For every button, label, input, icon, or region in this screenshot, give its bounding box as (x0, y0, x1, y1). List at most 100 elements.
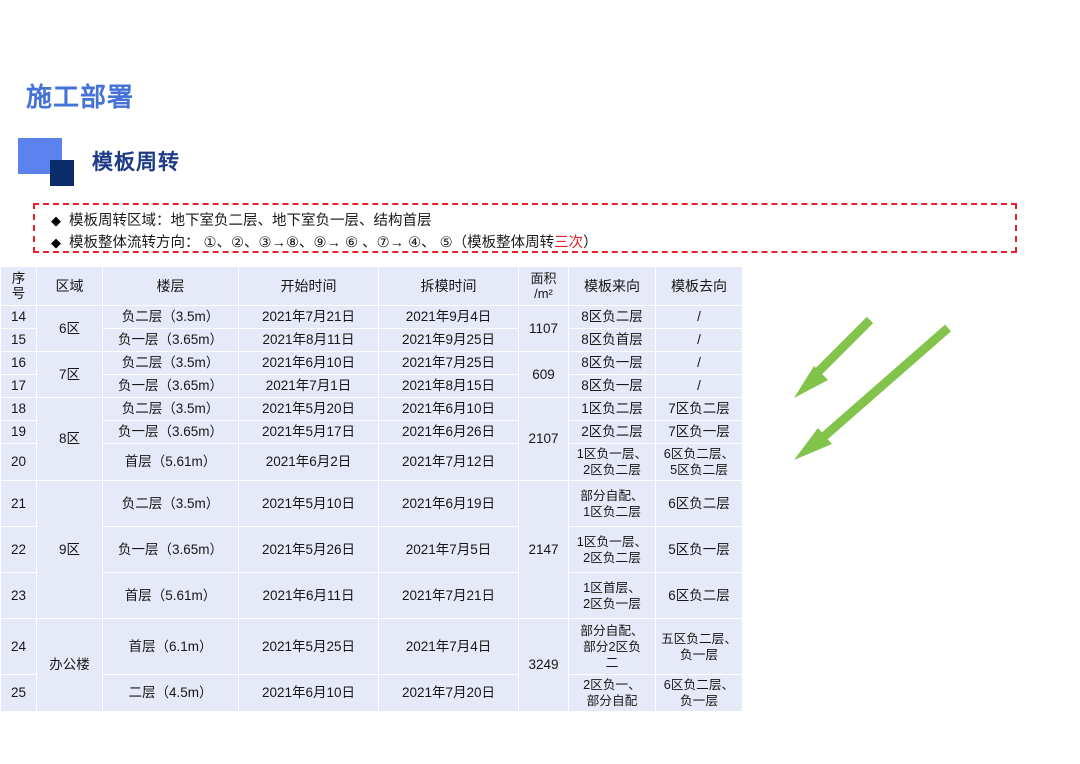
col-header-zone: 区域 (36, 266, 103, 306)
cell-to: / (655, 351, 743, 375)
cell-strip: 2021年6月10日 (378, 397, 519, 421)
cell-from: 1区负一层、 2区负二层 (568, 526, 656, 573)
cell-seq: 21 (0, 480, 37, 527)
col-header-seq: 序 号 (0, 266, 37, 306)
cell-from: 8区负一层 (568, 374, 656, 398)
cell-seq: 20 (0, 443, 37, 481)
cell-floor: 首层（6.1m） (102, 618, 239, 675)
cell-to: 7区负二层 (655, 397, 743, 421)
cell-area: 609 (518, 351, 569, 398)
cell-strip: 2021年8月15日 (378, 374, 519, 398)
cell-strip: 2021年7月20日 (378, 674, 519, 712)
cell-seq: 25 (0, 674, 37, 712)
cell-start: 2021年7月21日 (238, 305, 379, 329)
cell-strip: 2021年7月21日 (378, 572, 519, 619)
cell-floor: 首层（5.61m） (102, 443, 239, 481)
schedule-table: 序 号 区域 楼层 开始时间 拆模时间 面积 /m² 模板来向 模板去向 14 … (0, 266, 743, 712)
cell-to: 6区负二层 (655, 480, 743, 527)
cell-floor: 首层（5.61m） (102, 572, 239, 619)
cell-from: 2区负二层 (568, 420, 656, 444)
callout-text-2-post: ） (583, 235, 598, 251)
cell-floor: 负一层（3.65m） (102, 526, 239, 573)
cell-seq: 24 (0, 618, 37, 675)
table-row: 21 9区 负二层（3.5m） 2021年5月10日 2021年6月19日 21… (0, 480, 743, 619)
col-header-area: 面积 /m² (518, 266, 569, 306)
cell-to: / (655, 374, 743, 398)
diamond-bullet-icon: ◆ (51, 213, 61, 228)
callout-line-1: ◆ 模板周转区域：地下室负二层、地下室负一层、结构首层 (51, 210, 1015, 232)
col-header-to: 模板去向 (655, 266, 743, 306)
diamond-bullet-icon-2: ◆ (51, 235, 61, 250)
cell-area: 2107 (518, 397, 569, 481)
cell-seq: 17 (0, 374, 37, 398)
col-header-strip-time: 拆模时间 (378, 266, 519, 306)
callout-text-2-pre: 模板整体流转方向： ①、②、③→⑧、⑨→ ⑥ 、⑦→ ④、 ⑤（模板整体周转 (69, 235, 555, 251)
table-row: 18 8区 负二层（3.5m） 2021年5月20日 2021年6月10日 21… (0, 397, 743, 481)
col-header-area-l1: 面积 (530, 271, 557, 286)
cell-start: 2021年5月20日 (238, 397, 379, 421)
cell-strip: 2021年9月4日 (378, 305, 519, 329)
col-header-start-time: 开始时间 (238, 266, 379, 306)
col-header-floor: 楼层 (102, 266, 239, 306)
col-header-from: 模板来向 (568, 266, 656, 306)
cell-seq: 23 (0, 572, 37, 619)
cell-strip: 2021年7月5日 (378, 526, 519, 573)
cell-seq: 15 (0, 328, 37, 352)
cell-to: 6区负二层、 负一层 (655, 674, 743, 712)
cell-seq: 14 (0, 305, 37, 329)
cell-strip: 2021年7月4日 (378, 618, 519, 675)
cell-seq: 16 (0, 351, 37, 375)
cell-to: 6区负二层、 5区负二层 (655, 443, 743, 481)
cell-floor: 负二层（3.5m） (102, 397, 239, 421)
col-header-seq-l1: 序 (11, 271, 26, 286)
cell-strip: 2021年6月26日 (378, 420, 519, 444)
table-row: 23 首层（5.61m） 2021年6月11日 2021年7月21日 1区首层、… (0, 572, 743, 619)
table-row: 25 二层（4.5m） 2021年6月10日 2021年7月20日 2区负一、部… (0, 674, 743, 712)
cell-strip: 2021年9月25日 (378, 328, 519, 352)
cell-start: 2021年8月11日 (238, 328, 379, 352)
cell-start: 2021年5月26日 (238, 526, 379, 573)
green-arrows-group (794, 316, 951, 460)
cell-floor: 负一层（3.65m） (102, 420, 239, 444)
cell-seq: 18 (0, 397, 37, 421)
cell-start: 2021年5月25日 (238, 618, 379, 675)
cell-zone: 6区 (36, 305, 103, 352)
cell-floor: 负一层（3.65m） (102, 328, 239, 352)
cell-from: 8区负一层 (568, 351, 656, 375)
marker-square-dark (50, 160, 74, 186)
cell-from: 部分自配、 部分2区负二 (568, 618, 656, 675)
cell-start: 2021年5月17日 (238, 420, 379, 444)
cell-strip: 2021年6月19日 (378, 480, 519, 527)
cell-area: 3249 (518, 618, 569, 712)
col-header-seq-l2: 号 (11, 286, 26, 301)
cell-area: 1107 (518, 305, 569, 352)
cell-seq: 22 (0, 526, 37, 573)
cell-start: 2021年6月2日 (238, 443, 379, 481)
cell-to: 7区负一层 (655, 420, 743, 444)
section-marker (18, 138, 90, 186)
table-row: 15 负一层（3.65m） 2021年8月11日 2021年9月25日 8区负首… (0, 328, 743, 352)
schedule-table-wrap: 序 号 区域 楼层 开始时间 拆模时间 面积 /m² 模板来向 模板去向 14 … (0, 266, 743, 712)
cell-floor: 负二层（3.5m） (102, 351, 239, 375)
table-row: 17 负一层（3.65m） 2021年7月1日 2021年8月15日 8区负一层… (0, 374, 743, 398)
callout-text-1: 模板周转区域：地下室负二层、地下室负一层、结构首层 (69, 213, 432, 229)
cell-from: 8区负二层 (568, 305, 656, 329)
cell-floor: 负二层（3.5m） (102, 480, 239, 527)
table-header-row: 序 号 区域 楼层 开始时间 拆模时间 面积 /m² 模板来向 模板去向 (0, 266, 743, 306)
green-arrow-short-icon (794, 316, 874, 398)
page-title: 施工部署 (26, 82, 135, 112)
col-header-area-l2: /m² (534, 286, 553, 301)
green-arrow-long-icon (794, 324, 951, 460)
cell-to: / (655, 328, 743, 352)
cell-floor: 二层（4.5m） (102, 674, 239, 712)
cell-zone: 9区 (36, 480, 103, 619)
cell-start: 2021年5月10日 (238, 480, 379, 527)
cell-area: 2147 (518, 480, 569, 619)
cell-floor: 负一层（3.65m） (102, 374, 239, 398)
table-row: 22 负一层（3.65m） 2021年5月26日 2021年7月5日 1区负一层… (0, 526, 743, 573)
table-row: 19 负一层（3.65m） 2021年5月17日 2021年6月26日 2区负二… (0, 420, 743, 444)
section-heading: 模板周转 (92, 151, 180, 174)
cell-from: 1区负二层 (568, 397, 656, 421)
cell-zone: 办公楼 (36, 618, 103, 712)
cell-strip: 2021年7月25日 (378, 351, 519, 375)
